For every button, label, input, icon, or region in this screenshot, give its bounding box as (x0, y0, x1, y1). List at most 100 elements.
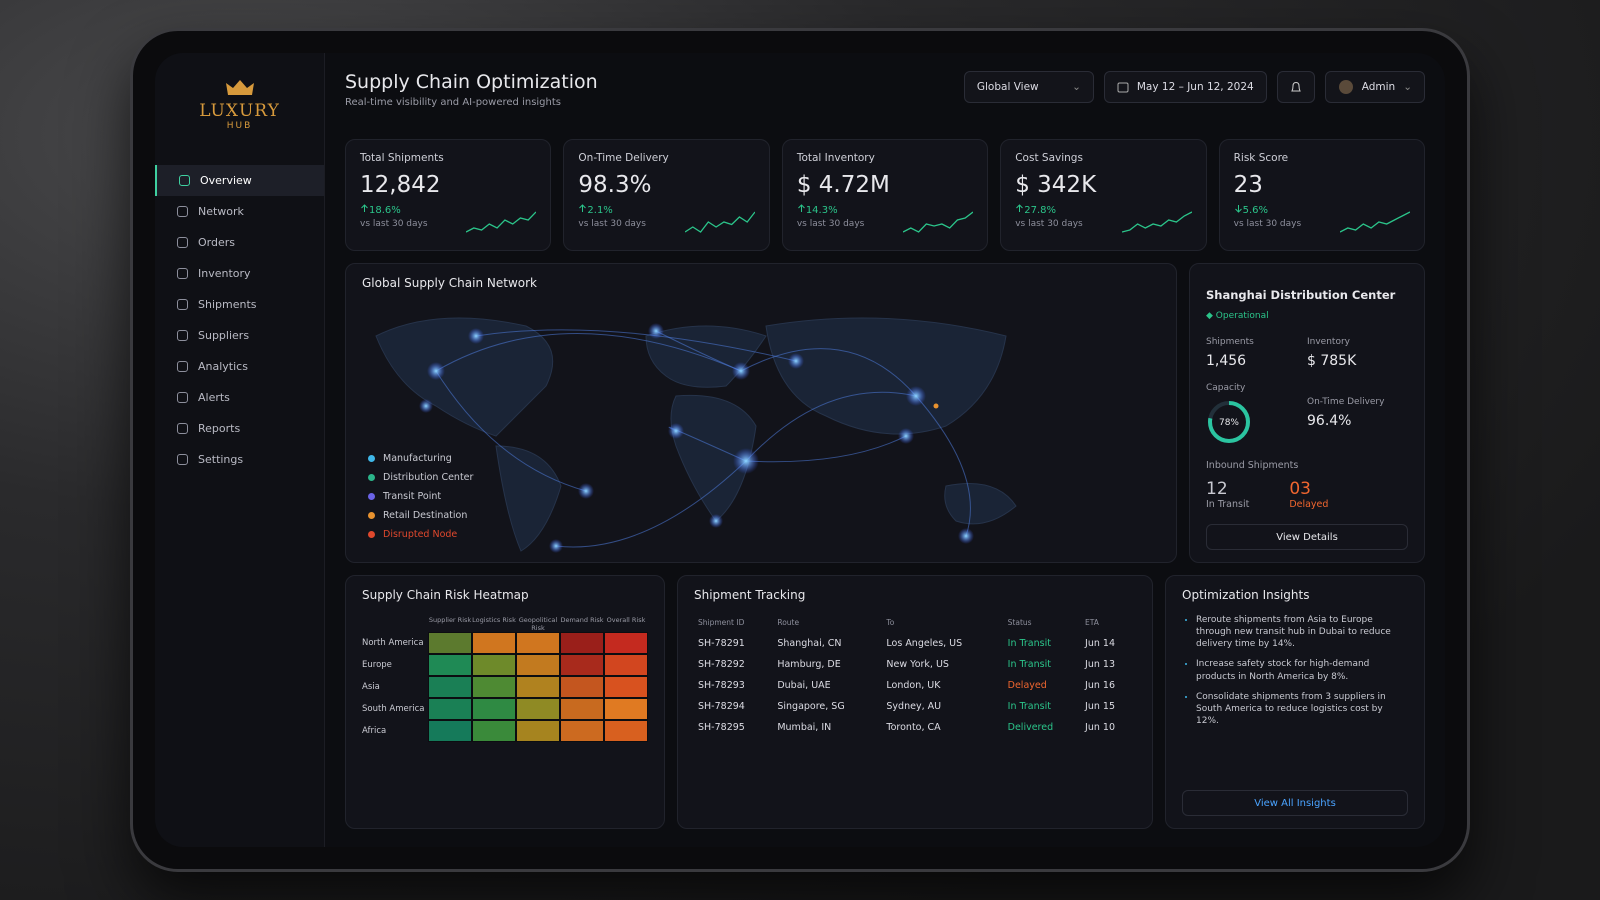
arrow (1234, 205, 1242, 213)
nav-icon (177, 454, 188, 465)
kpi-card: On-Time Delivery 98.3% 2.1% vs last 30 days (563, 139, 770, 251)
view-label: Global View (976, 81, 1039, 93)
view-insights-link[interactable]: View All Insights (1182, 790, 1408, 816)
heat-row (428, 676, 648, 698)
nav-label: Settings (198, 453, 244, 466)
nav-item[interactable]: Orders (155, 227, 324, 258)
heat-cell (472, 698, 516, 720)
capacity-ring: 78% (1208, 401, 1250, 444)
user-name: Admin (1361, 81, 1396, 93)
heat-row-label: South America (362, 704, 425, 714)
arrow (361, 204, 368, 212)
kpi-note: vs last 30 days (578, 219, 646, 229)
nav-label: Network (198, 205, 244, 218)
kpi-label: Total Inventory (796, 152, 875, 164)
table-cell: Dubai, UAE (777, 680, 831, 691)
insight-item: Reroute shipments from Asia to Europe th… (1196, 614, 1408, 650)
nav-item[interactable]: Inventory (155, 258, 324, 289)
trend-arrow (797, 204, 805, 212)
map-legend: Manufacturing Distribution Center Transit … (368, 449, 473, 544)
heat-cell (428, 632, 472, 654)
heat-cell (472, 654, 516, 676)
table-row: SH-78292 Hamburg, DE New York, US In Transi… (694, 654, 1136, 675)
table-cell: Shanghai, CN (777, 638, 842, 649)
page-title: Supply Chain Optimization (345, 71, 598, 93)
tablet: LUXURY HUB Overview Network Orders Inventor… (130, 28, 1470, 872)
legend-label: Distribution Center (383, 472, 474, 483)
metric-value: 1,456 (1206, 353, 1247, 370)
nav-item[interactable]: Analytics (155, 351, 324, 382)
nav-label: Inventory (198, 267, 251, 280)
nav-icon (177, 299, 188, 310)
table-cell: Los Angeles, US (886, 638, 963, 649)
crown-icon (225, 80, 254, 95)
map-panel: Global Supply Chain Network (345, 263, 1177, 563)
insight-item: Increase safety stock for high-demand pr… (1196, 658, 1408, 682)
sparkline (466, 211, 537, 233)
legend-label: Disrupted Node (383, 529, 458, 540)
view-select[interactable]: Global View ⌄ (963, 71, 1094, 103)
heat-row (428, 654, 648, 676)
kpi-card: Total Shipments 12,842 18.6% vs last 30 day… (345, 139, 552, 251)
heat-col-label: Logistics Risk (472, 616, 516, 624)
table-cell: Jun 14 (1085, 638, 1115, 649)
table-cell: Delivered (1007, 722, 1054, 733)
legend-swatch (368, 493, 375, 500)
kpi-change-value: 2.1% (587, 205, 613, 216)
table-cell: Mumbai, IN (777, 722, 832, 733)
column-header: ETA (1085, 618, 1099, 627)
bell-icon (1290, 81, 1301, 91)
inbound-title: Inbound Shipments (1206, 460, 1299, 472)
notifications[interactable] (1276, 71, 1315, 103)
nav-item[interactable]: Settings (155, 444, 324, 475)
nav-item[interactable]: Network (155, 196, 324, 227)
heat-cell (428, 654, 472, 676)
brand-sub: HUB (226, 121, 253, 131)
sparkline (1121, 211, 1192, 233)
table-cell: Jun 10 (1085, 722, 1115, 733)
nav-icon (177, 268, 188, 279)
table-cell: Jun 13 (1085, 659, 1115, 670)
table-cell: Jun 16 (1085, 680, 1115, 691)
capacity-arc (1208, 401, 1250, 444)
kpi-value: $ 4.72M (796, 172, 890, 198)
kpi-value: 98.3% (578, 172, 652, 198)
column-header: Shipment ID (698, 618, 745, 627)
date-picker[interactable]: May 12 – Jun 12, 2024 (1103, 71, 1267, 103)
sparkline-line (466, 211, 537, 233)
nav-item[interactable]: Overview (155, 165, 324, 196)
nav-item[interactable]: Shipments (155, 289, 324, 320)
nav-item[interactable]: Reports (155, 413, 324, 444)
kpi-label: Total Shipments (360, 152, 444, 164)
table-cell: New York, US (886, 659, 949, 670)
sidebar: LUXURY HUB Overview Network Orders Inventor… (155, 53, 325, 847)
nav-item[interactable]: Suppliers (155, 320, 324, 351)
heat-col-label: Demand Risk (560, 616, 604, 624)
map-title: Global Supply Chain Network (362, 276, 537, 290)
table-cell: Toronto, CA (886, 722, 941, 733)
legend-item: Transit Point (368, 487, 473, 506)
metric-value: 96.4% (1307, 413, 1352, 430)
view-details-button[interactable]: View Details (1206, 524, 1408, 550)
screen: LUXURY HUB Overview Network Orders Inventor… (155, 53, 1445, 847)
trend-arrow (1234, 205, 1242, 213)
table-cell: SH-78292 (698, 659, 745, 670)
nav-icon (177, 361, 188, 372)
nav-item[interactable]: Alerts (155, 382, 324, 413)
nav-label: Orders (198, 236, 235, 249)
legend-item: Retail Destination (368, 506, 473, 525)
heat-col-label: Overall Risk (606, 616, 646, 624)
table-cell: In Transit (1007, 638, 1051, 649)
arrow (579, 204, 587, 212)
sparkline-line (1340, 211, 1411, 233)
user-menu[interactable]: Admin ⌄ (1324, 71, 1425, 103)
heat-cell (604, 698, 648, 720)
table-cell: London, UK (886, 680, 941, 691)
insight-item: Consolidate shipments from 3 suppliers i… (1196, 691, 1408, 727)
delayed-count: 03 (1289, 479, 1311, 500)
heat-row-label: Europe (362, 660, 392, 670)
heat-cell (428, 676, 472, 698)
nav-label: Shipments (198, 298, 257, 311)
in-transit-label: In Transit (1206, 499, 1250, 511)
capacity-value: 78% (1219, 418, 1239, 428)
